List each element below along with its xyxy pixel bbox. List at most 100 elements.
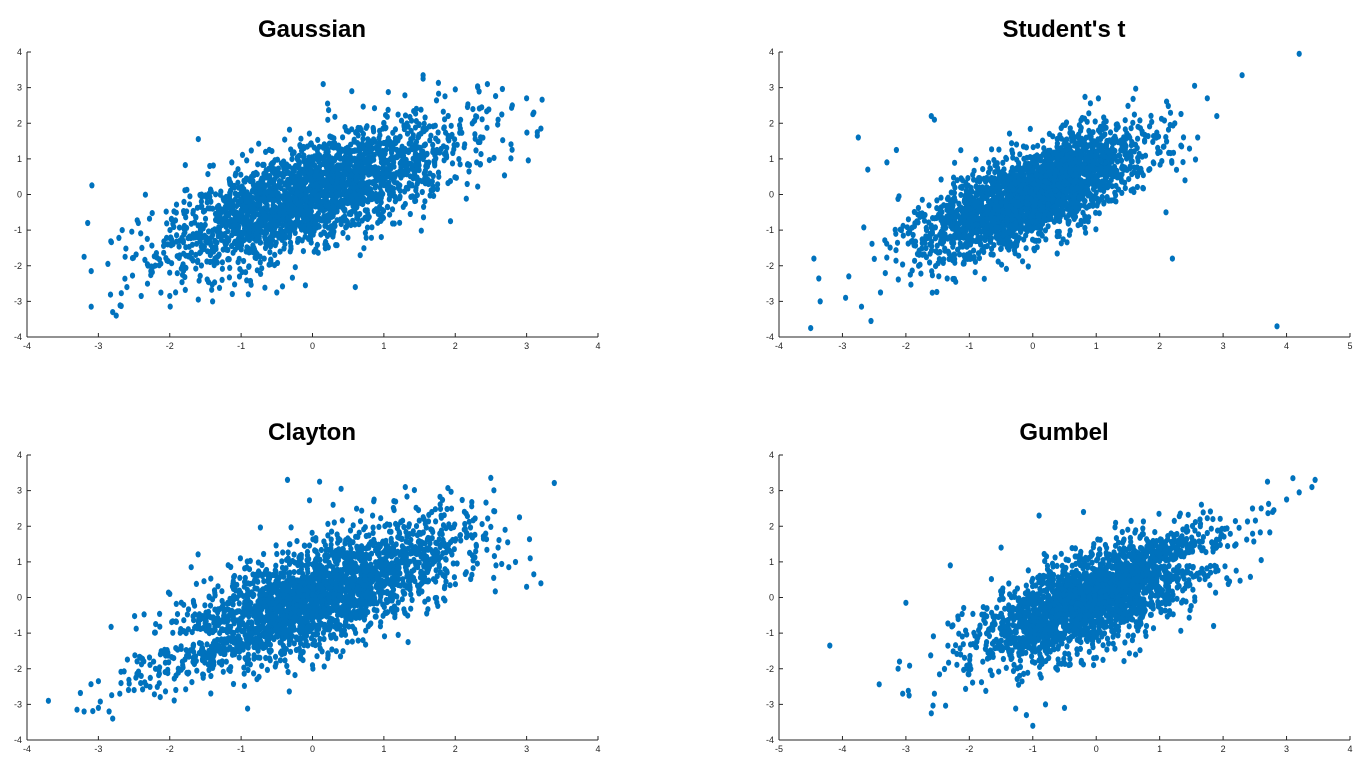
- scatter-point: [442, 93, 448, 100]
- scatter-point: [486, 157, 492, 164]
- x-tick-label: 2: [453, 341, 458, 351]
- scatter-point: [288, 146, 294, 153]
- scatter-point: [938, 176, 944, 183]
- scatter-point: [270, 197, 276, 205]
- scatter-point: [353, 129, 359, 136]
- scatter-point: [293, 195, 299, 202]
- scatter-point: [999, 238, 1006, 245]
- scatter-point: [351, 207, 357, 214]
- scatter-point: [364, 224, 371, 231]
- scatter-point: [358, 127, 364, 134]
- scatter-point: [287, 185, 293, 192]
- scatter-point: [243, 175, 249, 182]
- scatter-point: [267, 261, 274, 268]
- scatter-point: [269, 191, 275, 198]
- scatter-point: [508, 155, 514, 162]
- scatter-point: [473, 147, 479, 154]
- scatter-point: [88, 303, 94, 310]
- scatter-point: [248, 147, 254, 154]
- scatter-point: [351, 184, 357, 191]
- scatter-point: [394, 180, 400, 187]
- scatter-point: [182, 286, 188, 293]
- scatter-point: [1037, 157, 1044, 164]
- scatter-point: [1010, 154, 1016, 161]
- scatter-point: [973, 183, 979, 190]
- scatter-point: [232, 196, 238, 203]
- scatter-point: [248, 173, 255, 180]
- scatter-point: [235, 166, 241, 173]
- scatter-point: [413, 118, 419, 125]
- scatter-point: [457, 161, 463, 168]
- scatter-point: [1165, 126, 1172, 133]
- scatter-point: [202, 215, 209, 222]
- scatter-point: [1027, 125, 1033, 132]
- scatter-point: [1150, 138, 1156, 145]
- scatter-point: [294, 215, 301, 222]
- y-tick-label: 3: [769, 83, 774, 93]
- scatter-point: [272, 157, 278, 164]
- scatter-point: [912, 220, 918, 227]
- scatter-point: [871, 255, 877, 262]
- scatter-point: [1036, 192, 1042, 199]
- scatter-point: [226, 211, 232, 219]
- scatter-point: [108, 238, 114, 245]
- scatter-point: [996, 168, 1002, 175]
- scatter-point: [500, 137, 506, 144]
- scatter-point: [420, 214, 427, 221]
- scatter-point: [1103, 183, 1109, 190]
- scatter-point: [988, 251, 994, 258]
- scatter-point: [435, 129, 441, 136]
- scatter-point: [311, 153, 317, 160]
- scatter-point: [534, 132, 540, 139]
- scatter-points: [81, 72, 545, 319]
- scatter-point: [395, 111, 401, 118]
- scatter-point: [345, 165, 351, 172]
- scatter-point: [1053, 169, 1059, 176]
- scatter-point: [216, 284, 223, 291]
- scatter-point: [1111, 197, 1117, 204]
- scatter-point: [390, 145, 396, 152]
- scatter-point: [142, 191, 148, 198]
- scatter-point: [149, 210, 155, 217]
- scatter-point: [275, 165, 281, 172]
- scatter-point: [174, 270, 180, 277]
- scatter-point: [320, 144, 326, 151]
- y-tick-label: -2: [766, 261, 774, 271]
- scatter-point: [440, 108, 446, 115]
- scatter-point: [167, 269, 173, 276]
- scatter-point: [167, 292, 173, 300]
- scatter-point: [359, 163, 365, 171]
- scatter-point: [936, 273, 942, 280]
- scatter-point: [1135, 123, 1141, 130]
- scatter-point: [222, 215, 228, 222]
- scatter-point: [259, 228, 265, 235]
- scatter-point: [302, 282, 308, 289]
- scatter-point: [116, 234, 122, 241]
- scatter-point: [968, 231, 975, 239]
- scatter-point: [378, 234, 384, 241]
- scatter-point: [911, 208, 918, 216]
- scatter-point: [242, 206, 248, 214]
- scatter-point: [403, 148, 409, 155]
- scatter-point: [458, 116, 464, 123]
- scatter-point: [953, 278, 959, 285]
- scatter-point: [387, 140, 393, 147]
- scatter-point: [952, 159, 958, 166]
- x-tick-label: 5: [1347, 341, 1352, 351]
- scatter-point: [278, 178, 284, 185]
- scatter-point: [1115, 186, 1122, 193]
- x-tick-label: -4: [23, 341, 31, 351]
- scatter-point: [1027, 219, 1033, 226]
- scatter-point: [1072, 213, 1079, 220]
- scatter-point: [298, 206, 304, 213]
- scatter-point: [1147, 166, 1153, 173]
- scatter-point: [226, 274, 232, 281]
- scatter-point: [263, 167, 269, 174]
- scatter-point: [1066, 144, 1072, 151]
- scatter-point: [287, 195, 293, 202]
- scatter-point: [359, 140, 365, 147]
- scatter-point: [287, 208, 293, 215]
- scatter-point: [994, 231, 1000, 238]
- scatter-point: [324, 232, 330, 240]
- scatter-point: [387, 191, 393, 198]
